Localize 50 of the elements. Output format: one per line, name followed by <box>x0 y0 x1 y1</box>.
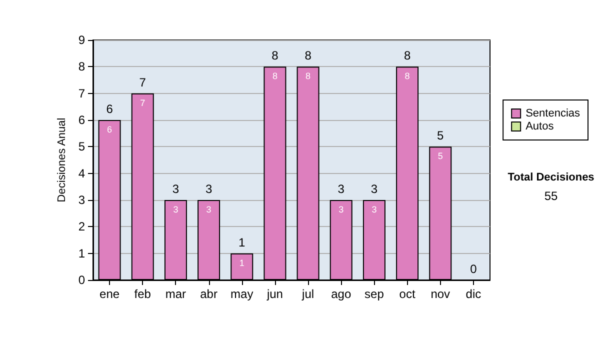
x-tick-label: feb <box>134 287 152 301</box>
x-tick-label: abr <box>200 287 218 301</box>
x-tick-label: ene <box>100 287 120 301</box>
legend-label: Autos <box>526 120 554 132</box>
total-label: 6 <box>106 102 114 116</box>
x-tick-label: jul <box>301 287 314 301</box>
total-label: 1 <box>238 235 246 250</box>
y-tick-label: 5 <box>78 140 86 154</box>
data-label: 3 <box>338 204 344 214</box>
data-label: 8 <box>272 71 278 82</box>
x-tick-label: jun <box>266 287 283 301</box>
y-axis-title: Decisiones Anual <box>56 118 68 202</box>
total-label: 8 <box>404 48 411 63</box>
x-tick-label: mar <box>165 287 186 301</box>
y-tick-label: 8 <box>78 60 86 74</box>
total-label: 3 <box>338 182 345 196</box>
y-tick-label: 1 <box>78 246 86 260</box>
y-tick-label: 2 <box>78 220 86 234</box>
y-tick-label: 4 <box>78 166 86 180</box>
total-label: 3 <box>370 182 378 196</box>
y-tick-label: 0 <box>78 273 86 287</box>
data-label: 6 <box>107 124 112 134</box>
text: Total Decisiones <box>508 172 594 184</box>
total-label: 7 <box>139 75 146 90</box>
total-label: 0 <box>470 262 478 276</box>
data-label: 8 <box>404 71 410 82</box>
total-label: 3 <box>172 182 180 196</box>
y-tick-label: 7 <box>78 86 86 100</box>
x-tick-label: nov <box>430 287 450 301</box>
data-label: 3 <box>206 204 212 214</box>
x-tick-label: ago <box>331 287 352 301</box>
y-tick-label: 9 <box>78 33 86 47</box>
y-tick-label: 3 <box>78 193 86 207</box>
x-tick-label: oct <box>399 287 416 301</box>
data-label: 7 <box>140 98 146 108</box>
data-label: 3 <box>372 204 377 214</box>
total-label: 8 <box>272 48 279 63</box>
data-label: 1 <box>239 258 244 268</box>
legend-label: Sentencias <box>526 108 580 120</box>
data-label: 3 <box>173 204 178 214</box>
data-label: 5 <box>438 151 443 162</box>
data-label: 8 <box>306 71 311 82</box>
x-tick-label: sep <box>364 287 384 301</box>
x-tick-label: dic <box>466 287 482 301</box>
total-label: 8 <box>304 48 312 63</box>
total-label: 5 <box>437 128 444 143</box>
x-tick-label: may <box>230 287 254 301</box>
total-label: 3 <box>205 182 212 196</box>
y-tick-label: 6 <box>78 113 86 127</box>
text: 55 <box>544 189 558 203</box>
